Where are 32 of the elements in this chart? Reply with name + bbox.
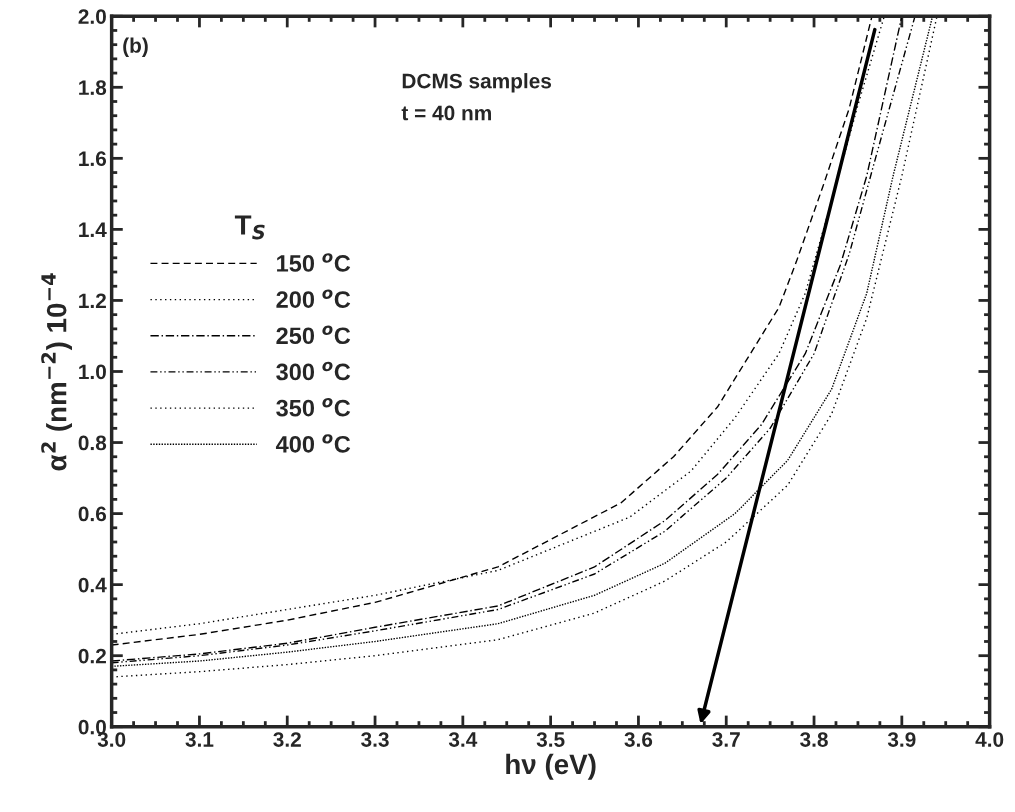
legend-label: 350 $^{o}$C bbox=[276, 397, 351, 417]
annotation: DCMS samples bbox=[402, 73, 552, 93]
x-tick-label: 3.5 bbox=[536, 732, 565, 747]
x-tick-label: 4.0 bbox=[975, 732, 1004, 747]
x-tick-label: 3.1 bbox=[185, 732, 214, 747]
legend-label: 200 $^{o}$C bbox=[276, 289, 351, 308]
x-tick-label: 3.9 bbox=[887, 732, 916, 747]
x-axis-title: hν (eV) bbox=[506, 753, 596, 780]
x-tick-label: 3.2 bbox=[273, 732, 301, 747]
y-tick-label: 0.4 bbox=[78, 577, 107, 593]
y-tick-label: 1.4 bbox=[79, 222, 107, 237]
y-axis-title: α$^{2}$ (nm$^{−2}$) 10$^{−4}$ bbox=[41, 273, 72, 471]
x-tick-label: 3.3 bbox=[361, 732, 389, 747]
y-tick-label: 1.6 bbox=[79, 151, 107, 167]
y-tick-label: 1.2 bbox=[79, 293, 106, 308]
y-tick-label: 0.2 bbox=[78, 648, 106, 664]
y-tick-label: 0.8 bbox=[78, 435, 107, 451]
legend-label: 400 $^{o}$C bbox=[275, 434, 351, 453]
x-tick-label: 3.8 bbox=[800, 732, 828, 747]
x-tick-label: 3.4 bbox=[448, 732, 478, 747]
y-tick-label: 2.0 bbox=[78, 9, 106, 24]
legend-label: 150 $^{o}$C bbox=[277, 253, 351, 272]
y-tick-label: 1.0 bbox=[79, 364, 106, 380]
y-tick-label: 1.8 bbox=[79, 80, 107, 96]
annotation: t = 40 nm bbox=[401, 105, 491, 121]
legend-label: 300 $^{o}$C bbox=[276, 361, 351, 381]
legend-label: 250 $^{o}$C bbox=[276, 325, 351, 345]
x-tick-label: 3.6 bbox=[624, 732, 653, 747]
y-tick-label: 0.6 bbox=[78, 506, 107, 522]
x-tick-label: 3.7 bbox=[712, 732, 740, 747]
annotation: (b) bbox=[123, 37, 148, 57]
legend-title: T$_{S}$ bbox=[234, 215, 265, 240]
